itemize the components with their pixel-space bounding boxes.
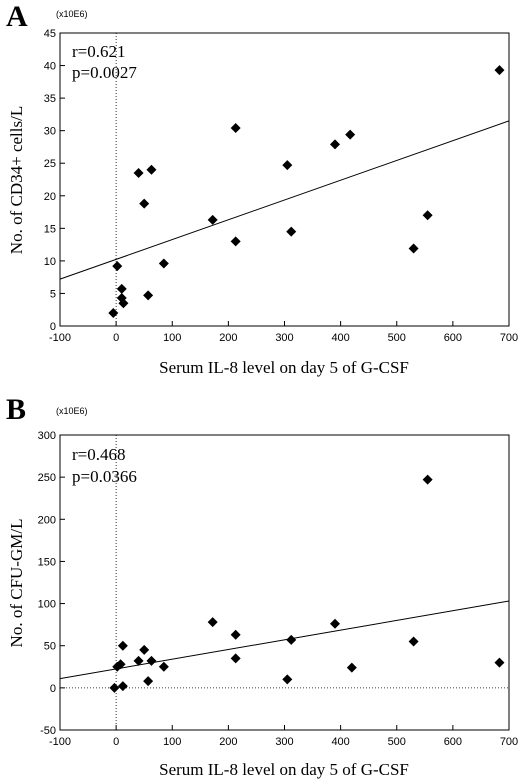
panel-b-x-tick-label: 0: [113, 736, 119, 748]
panel-a-marks: [59, 33, 510, 326]
panel-b-ticks: -100 0 100 200 300 400 500 600 700 -50 0 50 100 150 20…: [38, 430, 519, 748]
panel-b-data-point: [286, 634, 297, 645]
panel-b-x-tick-label: 200: [219, 736, 237, 748]
panel-a-regression-line: [59, 120, 510, 280]
panel-a-data-point: [282, 160, 293, 171]
panel-a-y-axis-title: No. of CD34+ cells/L: [7, 106, 26, 254]
panel-a-y-tick-label: 10: [44, 256, 56, 268]
panel-b-data-point: [230, 629, 241, 640]
panel-a-y-tick-label: 15: [44, 223, 56, 235]
panel-a-x-tick-label: 100: [163, 332, 181, 344]
panel-b-multiplier: (x10E6): [56, 406, 88, 416]
panel-b-y-tick-label: -50: [40, 725, 56, 737]
panel-a-y-tick-label: 30: [44, 126, 56, 138]
panel-a-data-point: [286, 226, 297, 237]
panel-b-data-point: [143, 676, 154, 687]
panel-a-y-tick-label: 5: [50, 288, 56, 300]
panel-a-data-point: [108, 307, 119, 318]
panel-b-x-tick-label: -100: [49, 736, 71, 748]
panel-a-data-point: [345, 129, 356, 140]
panel-b-y-tick-label: 250: [38, 472, 56, 484]
panel-a-y-tick-label: 45: [44, 28, 56, 40]
panel-b-data-point: [207, 617, 218, 628]
panel-a-data-point: [116, 283, 127, 294]
panel-a-data-point: [207, 214, 218, 225]
panel-b-data-point: [109, 682, 120, 693]
panel-b-data-point: [115, 659, 126, 670]
panel-b-marks: [59, 435, 510, 730]
panel-b-data-point: [117, 681, 128, 692]
panel-b-x-tick-label: 300: [275, 736, 293, 748]
panel-b-y-tick-label: 150: [38, 556, 56, 568]
panel-a-stat-r: r=0.621: [72, 42, 126, 61]
panel-a-data-point: [146, 164, 157, 175]
panel-b-letter: B: [6, 393, 26, 426]
panel-a-data-point: [408, 243, 419, 254]
panel-b: B (x10E6) -100 0 100 200 300 400 500 600 700 -50 0…: [6, 393, 518, 779]
panel-a-data-point: [143, 290, 154, 301]
panel-a-multiplier: (x10E6): [56, 9, 88, 19]
panel-b-data-point: [494, 657, 505, 668]
panel-b-data-point: [330, 618, 341, 629]
panel-b-x-tick-label: 500: [388, 736, 406, 748]
panel-b-x-axis-title: Serum IL-8 level on day 5 of G-CSF: [159, 760, 409, 779]
panel-a-data-point: [118, 298, 129, 309]
panel-b-stat-p: p=0.0366: [72, 467, 137, 486]
panel-b-data-point: [139, 644, 150, 655]
panel-b-data-point: [346, 662, 357, 673]
panel-a-data-point: [494, 65, 505, 76]
panel-b-stat-r: r=0.468: [72, 445, 126, 464]
panel-a-data-point: [112, 261, 123, 272]
panel-b-y-axis-title: No. of CFU-GM/L: [7, 519, 26, 648]
panel-a-y-tick-label: 20: [44, 191, 56, 203]
panel-b-y-tick-label: 200: [38, 514, 56, 526]
panel-b-data-point: [133, 655, 144, 666]
panel-a-y-tick-label: 35: [44, 93, 56, 105]
panel-b-data-point: [422, 474, 433, 485]
panel-a-y-tick-label: 25: [44, 158, 56, 170]
panel-a-data-point: [230, 236, 241, 247]
panel-a: A (x10E6) -100 0 100 200 300 400 500 600 7000510…: [6, 0, 518, 377]
panel-a-x-tick-label: 400: [331, 332, 349, 344]
panel-a-data-point: [158, 258, 169, 269]
panel-a-x-tick-label: 200: [219, 332, 237, 344]
panel-b-y-tick-label: 0: [50, 683, 56, 695]
panel-a-x-tick-label: 700: [500, 332, 518, 344]
panel-a-y-tick-label: 0: [50, 321, 56, 333]
panel-b-data-point: [146, 655, 157, 666]
panel-a-x-tick-label: 500: [388, 332, 406, 344]
panel-a-x-tick-label: -100: [49, 332, 71, 344]
panel-b-data-point: [158, 661, 169, 672]
panel-b-y-tick-label: 100: [38, 599, 56, 611]
panel-b-data-point: [230, 653, 241, 664]
panel-a-y-tick-label: 40: [44, 61, 56, 73]
panel-a-data-point: [330, 139, 341, 150]
panel-a-x-tick-label: 600: [444, 332, 462, 344]
panel-b-x-tick-label: 100: [163, 736, 181, 748]
panel-b-data-point: [117, 640, 128, 651]
panel-a-data-point: [422, 210, 433, 221]
panel-a-x-axis-title: Serum IL-8 level on day 5 of G-CSF: [159, 358, 409, 377]
panel-a-letter: A: [6, 0, 28, 33]
panel-b-x-tick-label: 600: [444, 736, 462, 748]
panel-b-data-point: [282, 674, 293, 685]
panel-b-x-tick-label: 700: [500, 736, 518, 748]
panel-b-data-point: [408, 636, 419, 647]
panel-b-y-tick-label: 300: [38, 430, 56, 442]
panel-a-x-tick-label: 0: [113, 332, 119, 344]
panel-a-ticks: -100 0 100 200 300 400 500 600 70005101520253035…: [44, 28, 518, 344]
panel-b-regression-line: [59, 600, 510, 680]
panel-b-x-tick-label: 400: [331, 736, 349, 748]
panel-a-x-tick-label: 300: [275, 332, 293, 344]
panel-a-data-point: [133, 167, 144, 178]
panel-a-data-point: [139, 198, 150, 209]
panel-a-data-point: [230, 123, 241, 134]
panel-b-y-tick-label: 50: [44, 641, 56, 653]
panel-a-stat-p: p=0.0027: [72, 63, 137, 82]
